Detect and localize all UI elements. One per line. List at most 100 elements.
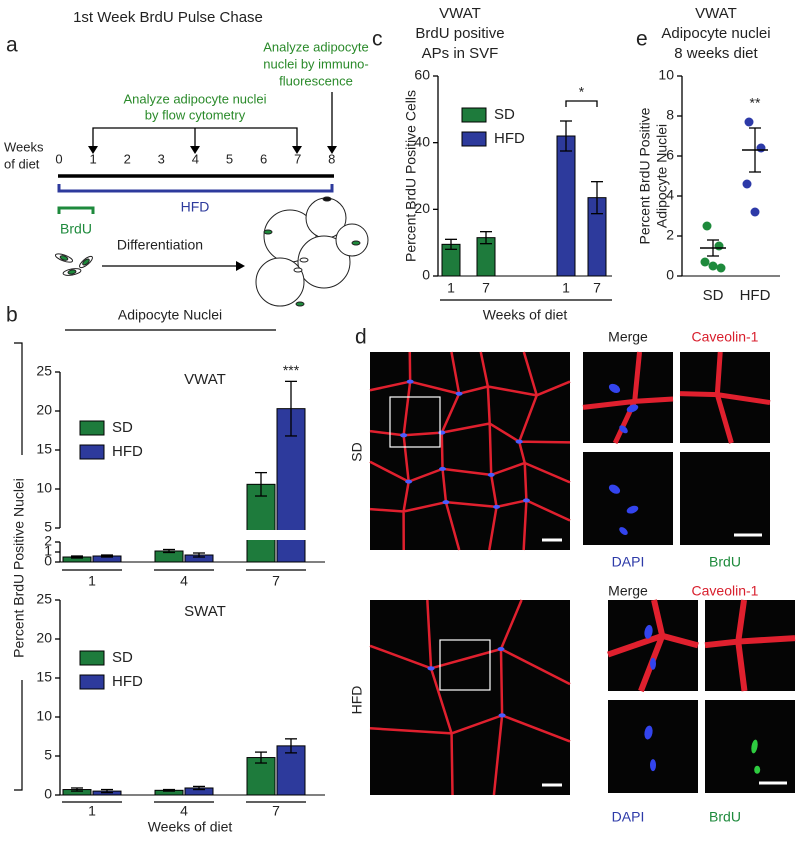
y-tick-label: 10 xyxy=(36,708,52,724)
y-tick-label: 8 xyxy=(666,107,674,123)
nucleus xyxy=(650,759,656,772)
week-label: 4 xyxy=(192,151,199,166)
panel-a: 1st Week BrdU Pulse Chase Weeks of diet … xyxy=(4,9,369,307)
channel-label: Caveolin-1 xyxy=(692,329,759,345)
x-tick-label: 7 xyxy=(272,573,280,589)
y-tick-label: 20 xyxy=(36,402,52,418)
membrane xyxy=(607,599,699,693)
legend-label: HFD xyxy=(112,673,143,690)
channel-label: DAPI xyxy=(612,554,645,570)
x-tick-label: 4 xyxy=(180,803,188,819)
channel-label: Merge xyxy=(608,329,648,345)
micrograph xyxy=(369,599,571,796)
micrograph-field xyxy=(583,452,673,545)
week-label: 7 xyxy=(294,151,301,166)
nucleus xyxy=(497,646,505,651)
note: Analyze adipocyte nuclei xyxy=(123,91,266,106)
x-tick-label: 7 xyxy=(593,280,601,296)
y-tick-label: 0 xyxy=(44,786,52,802)
micrograph xyxy=(705,700,795,793)
micrograph xyxy=(608,700,698,793)
dot xyxy=(750,207,760,217)
note: nuclei by immuno- xyxy=(263,56,369,71)
nucleus xyxy=(406,379,414,384)
y-axis-label: Adipocyte Nuclei xyxy=(654,124,670,228)
week-label: 1 xyxy=(89,151,96,166)
x-tick-label: 1 xyxy=(88,573,96,589)
dot xyxy=(700,257,710,267)
y-tick-label: 20 xyxy=(36,630,52,646)
chart-title: APs in SVF xyxy=(422,45,499,62)
legend-label: HFD xyxy=(112,443,143,460)
membrane xyxy=(369,351,571,551)
legend-swatch xyxy=(79,420,105,436)
x-axis-label: Weeks of diet xyxy=(148,819,233,835)
micrograph xyxy=(704,599,796,692)
micrograph-field xyxy=(705,700,795,793)
x-tick-label: 1 xyxy=(447,280,455,296)
y-tick-label: 2 xyxy=(44,533,52,549)
micrograph xyxy=(607,599,699,693)
y-tick-label: 1 xyxy=(44,543,52,559)
row-label: SD xyxy=(349,442,365,461)
legend-label: SD xyxy=(112,419,133,436)
note: Analyze adipocyte xyxy=(263,39,369,54)
micrograph-field xyxy=(608,700,698,793)
panel-letter: a xyxy=(6,34,18,57)
nucleus xyxy=(650,657,656,670)
bar xyxy=(276,745,306,796)
dot xyxy=(716,263,726,273)
week-label: 2 xyxy=(124,151,131,166)
y-tick-label: 5 xyxy=(44,747,52,763)
panel-letter: c xyxy=(372,28,383,51)
nucleus xyxy=(405,479,413,484)
legend-label: HFD xyxy=(494,130,525,147)
nucleus xyxy=(487,472,495,477)
dot xyxy=(714,241,724,251)
micrograph-field xyxy=(370,600,570,795)
y-tick-label: 20 xyxy=(414,200,430,216)
y-tick-label: 6 xyxy=(666,147,674,163)
channel-label: Caveolin-1 xyxy=(692,583,759,599)
inset-box xyxy=(389,396,441,448)
panel-letter: e xyxy=(636,28,648,51)
inset-box xyxy=(439,639,491,691)
dot xyxy=(702,221,712,231)
adipocytes xyxy=(255,196,369,307)
nucleus xyxy=(626,505,639,514)
x-tick-label: HFD xyxy=(740,287,771,304)
week-label: 0 xyxy=(55,151,62,166)
y-tick-label: 60 xyxy=(414,67,430,83)
micrograph xyxy=(369,351,571,551)
y-tick-label: 0 xyxy=(666,267,674,283)
nucleus xyxy=(455,391,463,396)
channel-label: Merge xyxy=(608,583,648,599)
legend-swatch xyxy=(79,650,105,666)
hfd-label: HFD xyxy=(181,199,210,215)
significance: ** xyxy=(750,95,761,111)
chart-title: Adipocyte nuclei xyxy=(661,25,770,42)
y-axis-label: Percent BrdU Positive Cells xyxy=(403,90,419,262)
significance: *** xyxy=(283,362,300,378)
panel-letter: d xyxy=(355,326,367,349)
brdu-bracket xyxy=(57,206,95,214)
micrograph xyxy=(582,351,674,445)
y-tick-label: 15 xyxy=(36,669,52,685)
y-tick-label: 40 xyxy=(414,133,430,149)
x-tick-label: 1 xyxy=(88,803,96,819)
legend-swatch xyxy=(461,107,487,123)
channel-label: BrdU xyxy=(709,809,741,825)
x-tick-label: 7 xyxy=(482,280,490,296)
y-tick-label: 0 xyxy=(422,267,430,283)
micrograph xyxy=(679,351,771,444)
nucleus xyxy=(751,739,758,754)
y-tick-label: 2 xyxy=(666,227,674,243)
chart-title: SWAT xyxy=(184,603,226,620)
membrane xyxy=(704,599,796,692)
micrograph xyxy=(583,452,673,545)
legend-swatch xyxy=(79,674,105,690)
y-tick-label: 4 xyxy=(666,187,674,203)
axis-label: Weeks xyxy=(4,139,44,154)
